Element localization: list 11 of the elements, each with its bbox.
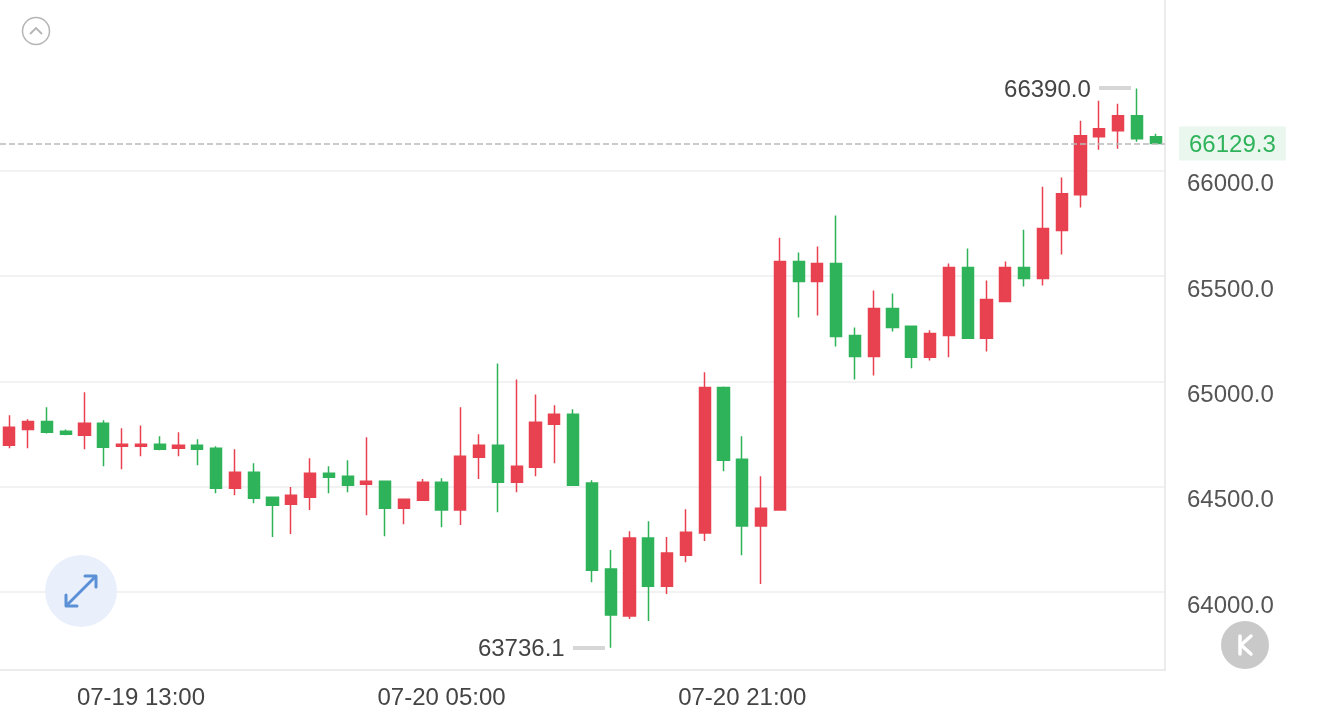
y-tick-label: 64000.0	[1187, 590, 1274, 618]
annotation: 63736.1	[477, 634, 565, 662]
y-tick-label: 65000.0	[1187, 379, 1274, 407]
x-tick-label: 07-20 05:00	[377, 682, 506, 710]
annotation: 66390.0	[1004, 74, 1091, 102]
y-tick-label: 66000.0	[1187, 169, 1274, 197]
y-tick-label: 65500.0	[1187, 274, 1274, 302]
x-tick-label: 07-20 21:00	[678, 682, 807, 710]
x-tick-label: 07-19 13:00	[76, 682, 205, 710]
ref-line-label: 66129.3	[1189, 129, 1276, 157]
y-tick-label: 64500.0	[1187, 485, 1274, 513]
